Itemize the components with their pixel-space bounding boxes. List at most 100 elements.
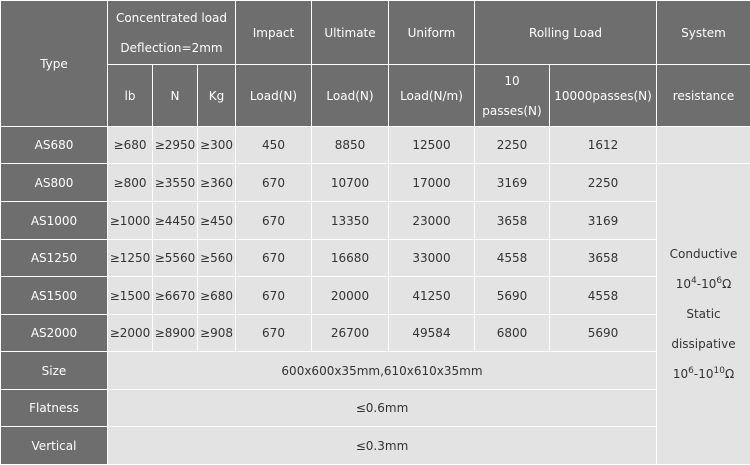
header-cell: Load(N): [236, 65, 312, 127]
header-cell: Concentrated load Deflection=2mm: [108, 1, 236, 65]
data-cell: ≥1000: [108, 202, 153, 240]
header-cell: System: [657, 1, 750, 65]
range-part: 10: [673, 367, 688, 381]
row-label: AS1250: [1, 240, 108, 277]
header-text: 10: [475, 66, 549, 96]
header-text: Concentrated load: [108, 3, 235, 33]
data-cell: 670: [236, 240, 312, 277]
header-cell: Load(N/m): [389, 65, 475, 127]
data-cell: 23000: [389, 202, 475, 240]
row-label: Size: [1, 352, 108, 390]
header-cell: N: [153, 65, 198, 127]
header-row: lb N Kg Load(N) Load(N) Load(N/m) 10 pas…: [1, 65, 750, 127]
header-cell: resistance: [657, 65, 750, 127]
header-cell: lb: [108, 65, 153, 127]
data-cell: ≥1500: [108, 277, 153, 315]
data-cell: ≥2000: [108, 315, 153, 352]
range-part: Ω: [722, 277, 731, 291]
data-cell: ≥4450: [153, 202, 198, 240]
row-label: AS1000: [1, 202, 108, 240]
data-cell: 16680: [312, 240, 389, 277]
data-cell: 12500: [389, 127, 475, 164]
data-cell: ≥5560: [153, 240, 198, 277]
system-text: Static: [657, 299, 750, 329]
header-cell: Kg: [198, 65, 236, 127]
data-cell: ≥450: [198, 202, 236, 240]
data-cell: 41250: [389, 277, 475, 315]
data-cell: 1612: [550, 127, 657, 164]
row-label: AS2000: [1, 315, 108, 352]
header-cell: Ultimate: [312, 1, 389, 65]
row-label: AS800: [1, 164, 108, 202]
data-cell: ≥2950: [153, 127, 198, 164]
row-label: AS1500: [1, 277, 108, 315]
header-cell: Load(N): [312, 65, 389, 127]
data-cell: 5690: [475, 277, 550, 315]
data-cell: 17000: [389, 164, 475, 202]
data-cell: ≥800: [108, 164, 153, 202]
header-text: passes(N): [475, 96, 549, 126]
spec-row: Vertical≤0.3mm: [1, 427, 750, 465]
data-cell: 5690: [550, 315, 657, 352]
header-cell: Uniform: [389, 1, 475, 65]
data-cell: 26700: [312, 315, 389, 352]
system-text: Conductive: [657, 239, 750, 269]
data-cell: 670: [236, 277, 312, 315]
header-cell: Impact: [236, 1, 312, 65]
data-cell: 3658: [550, 240, 657, 277]
spec-value: ≤0.3mm: [108, 427, 657, 465]
row-label: Vertical: [1, 427, 108, 465]
data-cell: 6800: [475, 315, 550, 352]
row-label: AS680: [1, 127, 108, 164]
data-cell: 2250: [550, 164, 657, 202]
header-cell: Type: [1, 1, 108, 127]
system-text: dissipative: [657, 329, 750, 359]
data-cell: 3169: [475, 164, 550, 202]
system-range: 104-106Ω: [657, 269, 750, 299]
data-cell: 450: [236, 127, 312, 164]
range-part: Ω: [725, 367, 734, 381]
data-cell: ≥680: [108, 127, 153, 164]
data-cell: 3658: [475, 202, 550, 240]
header-cell: 10 passes(N): [475, 65, 550, 127]
system-range: 106-1010Ω: [657, 359, 750, 389]
header-text: Deflection=2mm: [108, 33, 235, 63]
range-part: 10: [714, 366, 725, 376]
data-cell: 13350: [312, 202, 389, 240]
data-cell: 4558: [475, 240, 550, 277]
data-cell: 2250: [475, 127, 550, 164]
data-cell: 10700: [312, 164, 389, 202]
data-cell: 4558: [550, 277, 657, 315]
data-cell: 33000: [389, 240, 475, 277]
data-cell: 3169: [550, 202, 657, 240]
data-cell: ≥3550: [153, 164, 198, 202]
data-cell: 8850: [312, 127, 389, 164]
data-cell: ≥1250: [108, 240, 153, 277]
data-cell: ≥680: [198, 277, 236, 315]
data-cell: ≥908: [198, 315, 236, 352]
data-cell: 670: [236, 164, 312, 202]
data-cell: 20000: [312, 277, 389, 315]
data-cell: ≥6670: [153, 277, 198, 315]
data-cell: ≥8900: [153, 315, 198, 352]
header-cell: 10000passes(N): [550, 65, 657, 127]
header-row: Type Concentrated load Deflection=2mm Im…: [1, 1, 750, 65]
data-cell: ≥560: [198, 240, 236, 277]
spec-value: 600x600x35mm,610x610x35mm: [108, 352, 657, 390]
spec-row: Flatness≤0.6mm: [1, 390, 750, 427]
data-cell: ≥360: [198, 164, 236, 202]
spec-value: ≤0.6mm: [108, 390, 657, 427]
header-cell: Rolling Load: [475, 1, 657, 65]
row-label: Flatness: [1, 390, 108, 427]
data-cell: 49584: [389, 315, 475, 352]
